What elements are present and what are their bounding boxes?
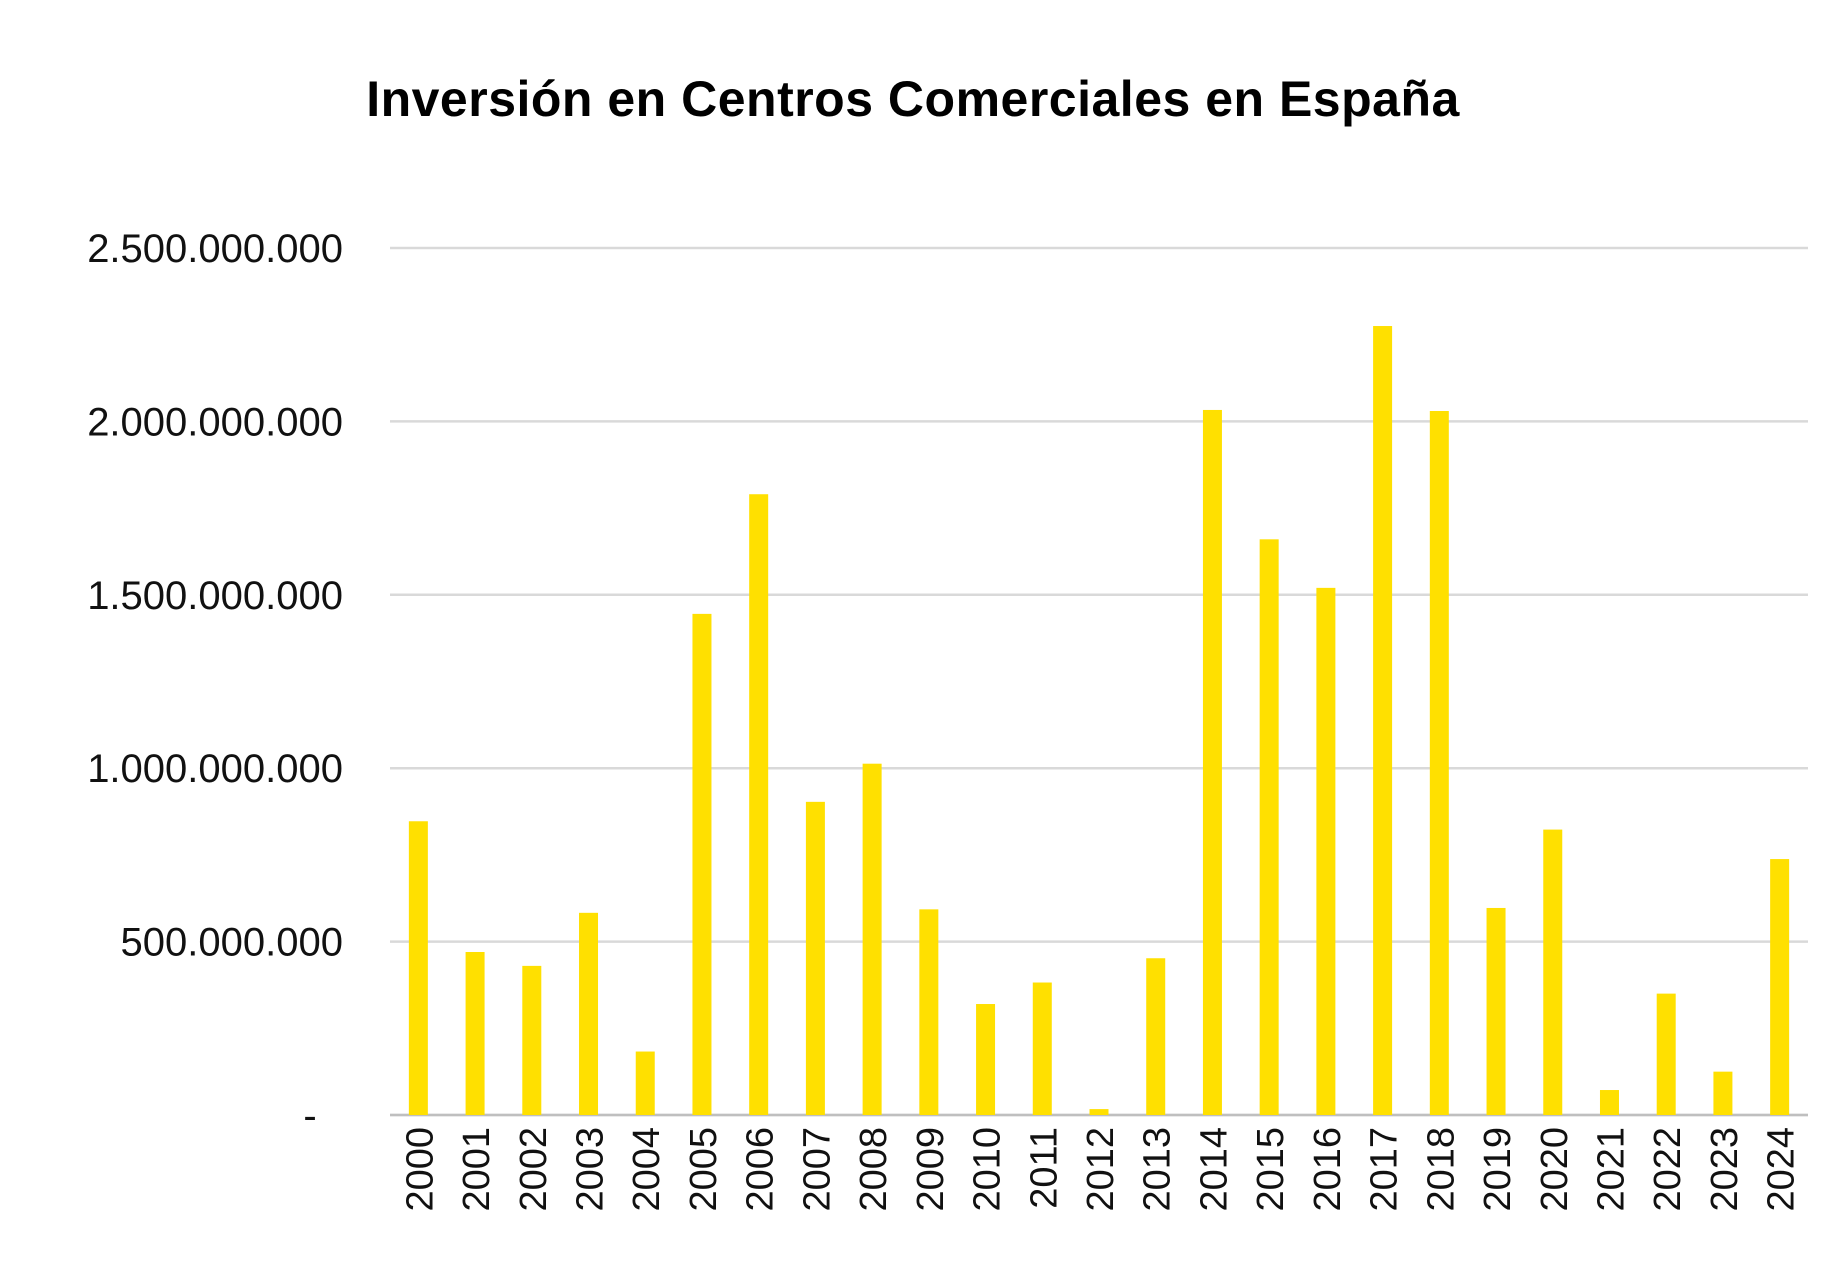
x-tick-label: 2008 bbox=[853, 1127, 895, 1212]
y-tick-label: 1.500.000.000 bbox=[87, 574, 343, 618]
bar-2011 bbox=[1032, 982, 1052, 1115]
x-tick-label: 2020 bbox=[1534, 1127, 1576, 1212]
x-tick-label: 2022 bbox=[1647, 1127, 1689, 1212]
x-tick-label: 2016 bbox=[1307, 1127, 1349, 1212]
y-axis-ticks: - 500.000.000 1.000.000.000 1.500.000.000 2.… bbox=[87, 227, 343, 1138]
x-tick-label: 2003 bbox=[570, 1127, 612, 1212]
x-tick-label: 2019 bbox=[1477, 1127, 1519, 1212]
bar-2001 bbox=[465, 952, 485, 1115]
bar-2002 bbox=[522, 965, 542, 1115]
bar-2023 bbox=[1713, 1071, 1733, 1115]
bar-2003 bbox=[579, 912, 599, 1115]
bar-2005 bbox=[692, 613, 712, 1115]
x-tick-label: 2000 bbox=[399, 1127, 441, 1212]
bar-2021 bbox=[1599, 1090, 1619, 1115]
x-tick-label: 2007 bbox=[796, 1127, 838, 1212]
x-tick-label: 2017 bbox=[1364, 1127, 1406, 1212]
chart-title: Inversión en Centros Comerciales en Espa… bbox=[366, 71, 1460, 127]
x-tick-label: 2021 bbox=[1590, 1127, 1632, 1212]
bar-2020 bbox=[1543, 829, 1563, 1115]
y-tick-label: - bbox=[303, 1094, 316, 1138]
bar-2019 bbox=[1486, 907, 1506, 1115]
bar-2010 bbox=[976, 1004, 996, 1115]
x-tick-label: 2009 bbox=[910, 1127, 952, 1212]
bar-2013 bbox=[1146, 958, 1166, 1115]
bar-2012 bbox=[1089, 1109, 1109, 1115]
x-tick-label: 2010 bbox=[967, 1127, 1009, 1212]
x-tick-label: 2014 bbox=[1193, 1127, 1235, 1212]
x-tick-label: 2002 bbox=[513, 1127, 555, 1212]
y-tick-label: 1.000.000.000 bbox=[87, 747, 343, 791]
bar-2004 bbox=[635, 1051, 655, 1115]
x-tick-label: 2001 bbox=[456, 1127, 498, 1212]
x-tick-label: 2013 bbox=[1137, 1127, 1179, 1212]
bars bbox=[408, 326, 1790, 1116]
bar-2018 bbox=[1429, 410, 1449, 1116]
bar-2007 bbox=[805, 801, 825, 1115]
bar-2008 bbox=[862, 763, 882, 1115]
x-tick-label: 2018 bbox=[1420, 1127, 1462, 1212]
bar-2014 bbox=[1202, 409, 1222, 1116]
bar-2015 bbox=[1259, 539, 1279, 1115]
gridlines bbox=[390, 246, 1808, 1117]
x-tick-label: 2011 bbox=[1023, 1127, 1065, 1209]
bar-2022 bbox=[1656, 993, 1676, 1115]
bar-2006 bbox=[749, 494, 769, 1115]
x-tick-label: 2024 bbox=[1761, 1127, 1803, 1212]
x-tick-label: 2006 bbox=[740, 1127, 782, 1212]
bar-2017 bbox=[1373, 326, 1393, 1115]
x-tick-label: 2023 bbox=[1704, 1127, 1746, 1212]
x-axis-ticks: 2000 2001 2002 2003 2004 2005 2006 2007 2008 2009… bbox=[399, 1127, 1802, 1212]
bar-2009 bbox=[919, 909, 939, 1115]
y-tick-label: 2.000.000.000 bbox=[87, 400, 343, 444]
x-tick-label: 2015 bbox=[1250, 1127, 1292, 1212]
y-tick-label: 2.500.000.000 bbox=[87, 227, 343, 271]
bar-2016 bbox=[1316, 587, 1336, 1115]
y-tick-label: 500.000.000 bbox=[121, 921, 343, 965]
x-tick-label: 2004 bbox=[626, 1127, 668, 1212]
x-tick-label: 2012 bbox=[1080, 1127, 1122, 1212]
x-tick-label: 2005 bbox=[683, 1127, 725, 1212]
bar-2024 bbox=[1770, 859, 1790, 1115]
bar-2000 bbox=[408, 821, 428, 1115]
